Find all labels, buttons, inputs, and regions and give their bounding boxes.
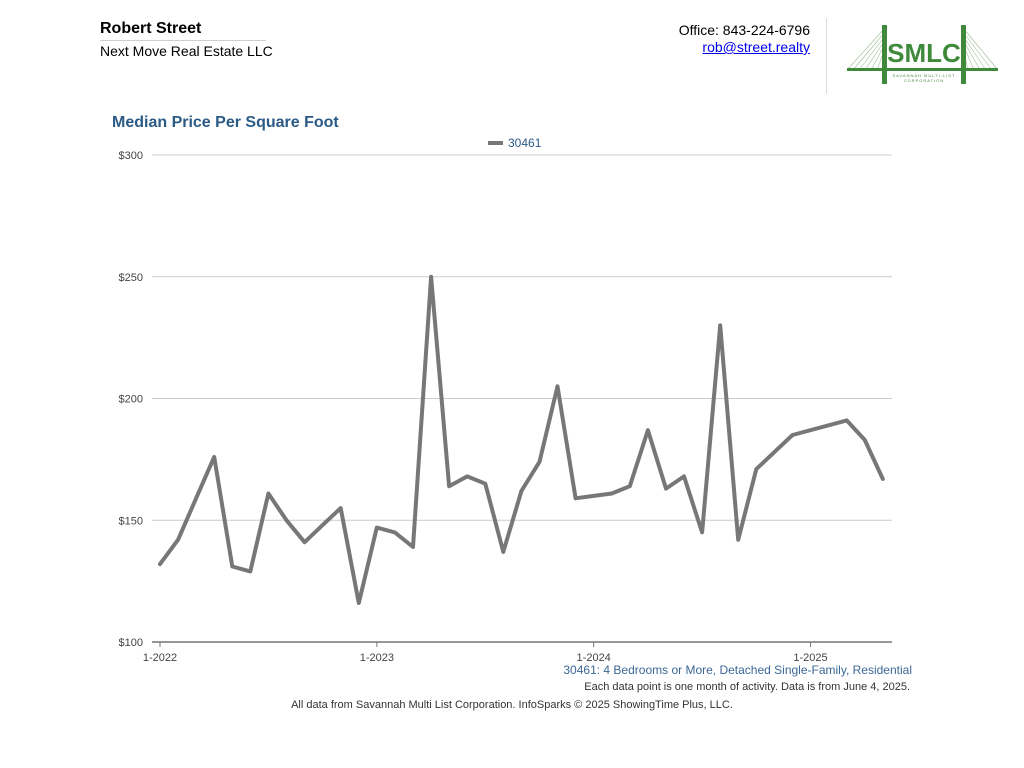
y-tick-label: $150 — [119, 515, 143, 527]
x-tick-label: 1-2022 — [143, 652, 177, 664]
agent-company: Next Move Real Estate LLC — [100, 43, 273, 59]
series-line-30461 — [158, 274, 885, 605]
series-description: 30461: 4 Bedrooms or More, Detached Sing… — [563, 663, 912, 677]
logo-letters: SMLC — [887, 38, 961, 68]
smlc-logo: SMLC SAVANNAH MULTI-LIST CORPORATION — [846, 25, 999, 84]
data-note: Each data point is one month of activity… — [584, 681, 910, 693]
office-phone: Office: 843-224-6796 — [678, 22, 810, 38]
logo-subtitle: SAVANNAH MULTI-LIST — [892, 73, 955, 78]
y-tick-label: $200 — [119, 394, 143, 406]
y-tick-label: $250 — [119, 272, 143, 284]
email-link[interactable]: rob@street.realty — [702, 39, 810, 55]
agent-name: Robert Street — [100, 20, 202, 37]
source-note: All data from Savannah Multi List Corpor… — [291, 699, 733, 711]
legend-label: 30461 — [508, 136, 542, 150]
y-tick-label: $100 — [119, 637, 143, 649]
logo-subtitle-2: CORPORATION — [904, 78, 944, 83]
x-tick-label: 1-2025 — [793, 652, 827, 664]
y-tick-label: $300 — [119, 150, 143, 162]
header-divider — [100, 40, 266, 41]
header-vertical-divider — [826, 18, 827, 94]
x-tick-label: 1-2023 — [360, 652, 394, 664]
x-tick-label: 1-2024 — [577, 652, 611, 664]
contact-block: Office: 843-224-6796 rob@street.realty — [679, 22, 810, 56]
chart-title: Median Price Per Square Foot — [112, 114, 339, 131]
